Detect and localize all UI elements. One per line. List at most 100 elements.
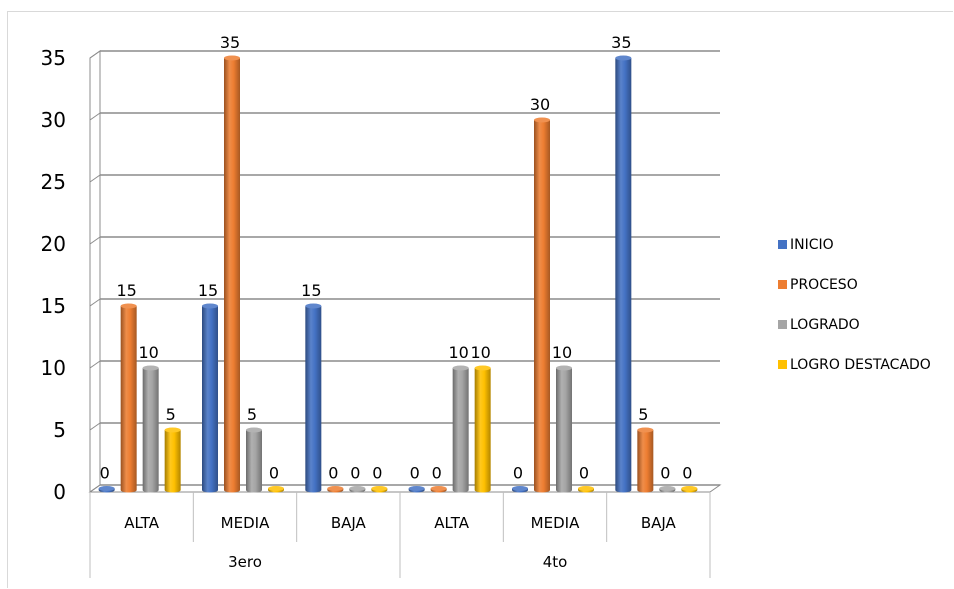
bar xyxy=(327,486,344,493)
x-axis: ALTA MEDIA BAJA ALTA MEDIA BAJA 3ero 4to xyxy=(89,492,711,578)
bar-body xyxy=(120,306,137,493)
data-label: 15 xyxy=(301,281,321,300)
gridline-diag xyxy=(89,422,101,431)
bar-top xyxy=(224,55,240,61)
data-label: 30 xyxy=(530,95,550,114)
data-label: 0 xyxy=(579,464,589,483)
bar-top xyxy=(430,486,447,491)
bar-top xyxy=(120,303,137,309)
data-label: 10 xyxy=(470,343,490,362)
y-tick-label: 25 xyxy=(41,170,66,194)
data-label: 10 xyxy=(552,343,572,362)
data-label: 10 xyxy=(448,343,468,362)
bar-top xyxy=(349,486,366,491)
bars xyxy=(98,55,698,493)
legend-swatch xyxy=(778,280,787,289)
bar-top xyxy=(659,486,676,491)
data-label: 35 xyxy=(611,33,631,52)
bar-body xyxy=(452,368,469,493)
bar-top xyxy=(681,486,698,491)
bar-top xyxy=(408,486,425,491)
data-label: 0 xyxy=(682,464,692,483)
bar xyxy=(98,486,115,493)
y-tick-label: 35 xyxy=(41,46,66,70)
legend-swatch xyxy=(778,240,787,249)
bar-body xyxy=(305,306,322,493)
data-label: 5 xyxy=(638,405,648,424)
bar xyxy=(120,303,137,493)
bar xyxy=(408,486,425,493)
y-tick-label: 10 xyxy=(41,356,66,380)
gridline-diag xyxy=(89,50,101,59)
bar xyxy=(164,427,181,493)
x-tick-label: BAJA xyxy=(641,514,677,532)
data-label: 5 xyxy=(247,405,257,424)
bar xyxy=(224,55,240,493)
legend-label: LOGRO DESTACADO xyxy=(790,357,931,373)
gridline-diag xyxy=(89,174,101,183)
x-group-label: 3ero xyxy=(228,553,262,571)
bar-body xyxy=(637,430,654,493)
bar xyxy=(637,427,654,493)
bar xyxy=(142,365,159,493)
bar-body xyxy=(534,120,550,493)
bar xyxy=(474,365,491,493)
data-label: 0 xyxy=(100,464,110,483)
y-tick-label: 20 xyxy=(41,232,66,256)
x-tick-label: MEDIA xyxy=(531,514,580,532)
bar-top xyxy=(371,486,388,491)
data-label: 10 xyxy=(138,343,158,362)
legend-label: INICIO xyxy=(790,237,834,253)
legend-entry: INICIO xyxy=(778,237,834,253)
bar-body xyxy=(164,430,181,493)
bar-body xyxy=(474,368,491,493)
data-label: 0 xyxy=(660,464,670,483)
y-tick-label: 0 xyxy=(53,480,66,504)
bar-body xyxy=(556,368,572,493)
side-wall xyxy=(89,50,101,493)
x-tick-label: BAJA xyxy=(331,514,367,532)
bar xyxy=(556,365,572,493)
bar-top xyxy=(452,365,469,371)
x-tick-label: ALTA xyxy=(124,514,160,532)
bar-body xyxy=(615,58,632,493)
gridline-diag xyxy=(89,484,101,493)
bar xyxy=(268,486,284,493)
bar-body xyxy=(246,430,262,493)
bar-top xyxy=(474,365,491,371)
data-label: 0 xyxy=(513,464,523,483)
gridline-diag xyxy=(89,298,101,307)
data-label: 0 xyxy=(350,464,360,483)
y-axis: 0 5 10 15 20 25 30 35 xyxy=(41,46,66,504)
legend-label: LOGRADO xyxy=(790,317,860,333)
legend-swatch xyxy=(778,360,787,369)
x-tick-label: MEDIA xyxy=(221,514,270,532)
data-label: 15 xyxy=(116,281,136,300)
bar-top xyxy=(327,486,344,491)
x-tick-label: ALTA xyxy=(434,514,470,532)
data-label: 0 xyxy=(432,464,442,483)
bar xyxy=(246,427,262,493)
bar xyxy=(349,486,366,493)
bar-top xyxy=(615,55,632,61)
bar xyxy=(578,486,594,493)
bar-top xyxy=(512,486,528,491)
x-group-label: 4to xyxy=(543,553,568,571)
gridline-diag xyxy=(89,112,101,121)
bar xyxy=(615,55,632,493)
bar xyxy=(452,365,469,493)
y-tick-label: 5 xyxy=(53,418,66,442)
gridline-diag xyxy=(89,236,101,245)
bar-top xyxy=(556,365,572,371)
chart-frame xyxy=(7,11,953,588)
bar-top xyxy=(534,117,550,123)
bar-top xyxy=(637,427,654,433)
bar xyxy=(371,486,388,493)
y-tick-label: 30 xyxy=(41,108,66,132)
bar-top xyxy=(246,427,262,433)
legend-label: PROCESO xyxy=(790,277,858,293)
bar xyxy=(512,486,528,493)
bar xyxy=(659,486,676,493)
